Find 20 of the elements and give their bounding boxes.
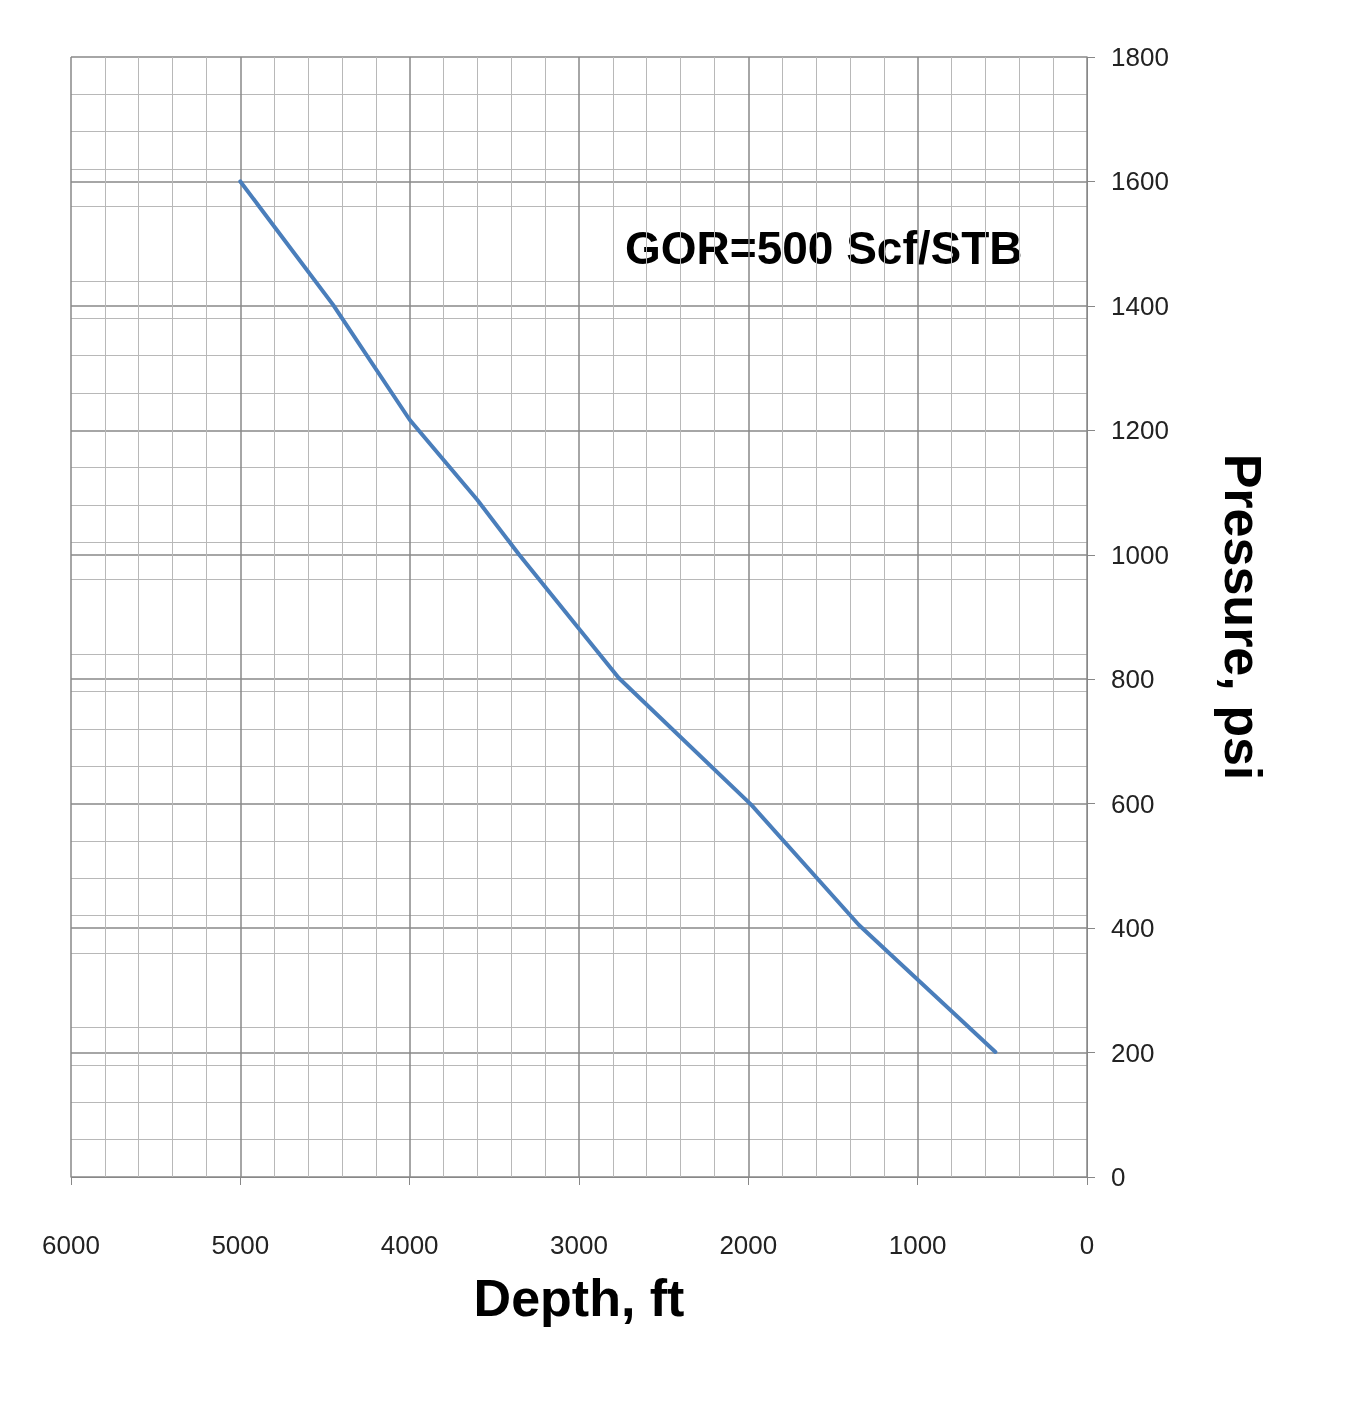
x-tick-label: 4000 [380,1230,439,1260]
y-tick-label: 1200 [1111,415,1169,446]
x-tick-label: 3000 [550,1230,608,1260]
y-tick-label: 1600 [1111,166,1169,197]
x-tick-label: 2000 [719,1230,778,1260]
y-tick-label: 1000 [1111,539,1169,570]
y-axis-title: Pressure, psi [1214,453,1272,781]
y-tick-label: 0 [1111,1162,1126,1192]
x-tick-label: 1000 [888,1230,947,1260]
x-tick-label: 0 [1079,1230,1095,1260]
x-tick-label: 6000 [42,1230,100,1260]
annotation: GOR=500 Scf/STB [625,222,1023,274]
y-tick-label: 600 [1111,788,1155,819]
x-tick-label: 5000 [211,1230,270,1260]
y-tick-label: 400 [1111,913,1155,944]
y-tick-label: 1400 [1111,290,1169,321]
x-axis-title: Depth, ft [473,1269,685,1327]
y-tick-label: 800 [1111,664,1155,695]
y-tick-label: 200 [1111,1037,1155,1068]
y-tick-label: 1800 [1111,42,1169,72]
